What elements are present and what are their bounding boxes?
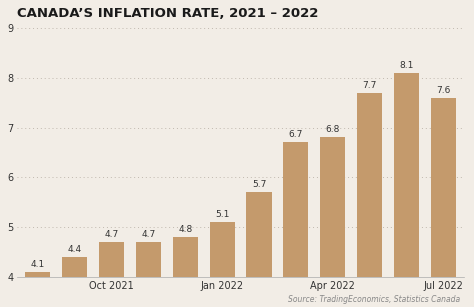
Text: 7.6: 7.6 (437, 86, 451, 95)
Bar (210, 222, 235, 277)
Bar (320, 138, 346, 277)
Text: 8.1: 8.1 (400, 61, 414, 70)
Bar (62, 257, 87, 277)
Bar (136, 242, 161, 277)
Text: 6.7: 6.7 (289, 130, 303, 139)
Bar (246, 192, 272, 277)
Text: Source: TradingEconomics, Statistics Canada: Source: TradingEconomics, Statistics Can… (288, 295, 460, 304)
Text: 6.8: 6.8 (326, 126, 340, 134)
Bar (283, 142, 309, 277)
Text: CANADA’S INFLATION RATE, 2021 – 2022: CANADA’S INFLATION RATE, 2021 – 2022 (18, 7, 319, 20)
Bar (173, 237, 198, 277)
Text: 4.4: 4.4 (67, 245, 82, 254)
Text: 7.7: 7.7 (363, 81, 377, 90)
Bar (99, 242, 124, 277)
Bar (25, 272, 50, 277)
Text: 4.7: 4.7 (104, 230, 118, 239)
Bar (394, 73, 419, 277)
Text: 4.1: 4.1 (30, 260, 45, 269)
Bar (357, 93, 382, 277)
Bar (431, 98, 456, 277)
Text: 4.8: 4.8 (178, 225, 192, 234)
Text: 5.7: 5.7 (252, 180, 266, 189)
Text: 4.7: 4.7 (141, 230, 155, 239)
Text: 5.1: 5.1 (215, 210, 229, 219)
